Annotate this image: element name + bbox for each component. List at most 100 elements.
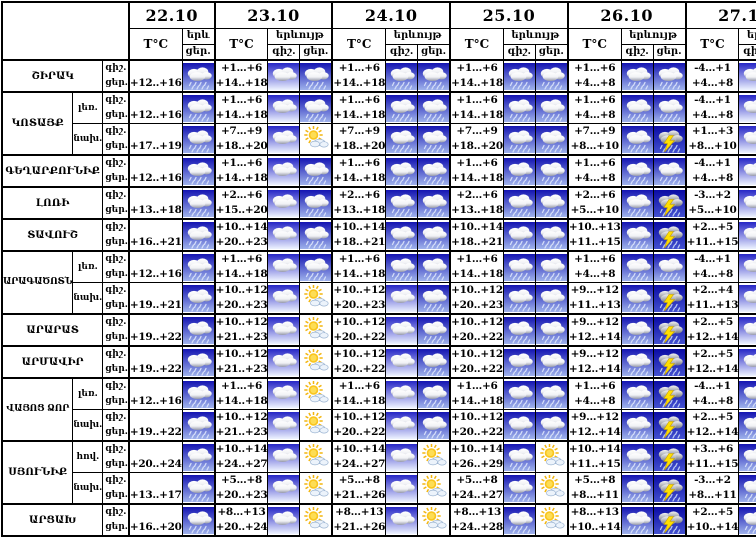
temp-cell: +1...+6+4...+8 (568, 155, 621, 187)
temp-value: +10..+12 (216, 348, 268, 360)
temp-unit-header: T°C (568, 28, 621, 60)
icon-cell (621, 187, 653, 219)
temp-cell: +19..+21 (129, 283, 182, 315)
subregion-label-cell: նախ. (73, 124, 103, 156)
phenomena-label: երևույթ (747, 30, 756, 41)
temp-cell: +2...+5+12..+14 (686, 410, 739, 442)
cloudy-icon (739, 317, 756, 344)
night-temp: +2...+5 (687, 347, 739, 362)
night-temp: +1...+6 (569, 61, 621, 76)
daynight-labels-cell: գիշ.ցեր. (103, 473, 129, 505)
day-temp: +21..+26 (333, 488, 385, 503)
phenomena-header: երևույթ (268, 28, 333, 44)
temp-value: +20..+23 (216, 236, 268, 248)
icon-cell (653, 60, 686, 92)
temp-value: +15..+20 (216, 204, 268, 216)
temp-cell: +1...+6+4...+8 (568, 60, 621, 92)
icon-cell (653, 346, 686, 378)
sun-cloud-icon (536, 507, 567, 534)
temp-value: +9...+12 (571, 316, 619, 328)
night-temp: +8...+13 (451, 505, 503, 520)
icon-cell (535, 124, 568, 156)
temp-value: +1...+6 (456, 157, 497, 169)
sun-cloud-icon (418, 444, 449, 471)
icon-cell (300, 504, 333, 536)
text: ցեր. (105, 173, 128, 183)
phenomena-header: երևույթ (621, 28, 686, 44)
temp-value: +5...+8 (339, 474, 380, 486)
temp-value: +1...+6 (339, 94, 380, 106)
rain-cloud-icon (739, 444, 756, 471)
temp-cell: +8...+13+10..+14 (568, 504, 621, 536)
night-temp: +10..+12 (333, 315, 385, 330)
icon-cell (386, 155, 418, 187)
rain-cloud-icon (536, 317, 567, 344)
region-name: ԱՐԱՐԱՏ (26, 325, 79, 336)
temp-cell: +17..+19 (129, 124, 182, 156)
temp-value: +18..+20 (216, 140, 268, 152)
temp-value: +8...+11 (688, 489, 736, 501)
phenomena-header: երևույթ (739, 28, 756, 44)
region-name: ԿՈՏԱՅՔ (12, 118, 64, 129)
text: ցեր. (105, 490, 128, 500)
rain-cloud-icon (418, 317, 449, 344)
rain-cloud-icon (504, 254, 535, 281)
night-temp: +10..+12 (451, 315, 503, 330)
day-temp: +14..+18 (216, 76, 268, 91)
region-name-cell: ԱՐՑԱԽ (2, 504, 103, 536)
rain-cloud-icon (504, 475, 535, 502)
icon-cell (418, 314, 451, 346)
day-header: ցեր. (300, 44, 333, 60)
text: գիշ. (105, 126, 126, 136)
day-row-label: ցեր. (103, 171, 128, 186)
night-row-label: գիշ. (103, 156, 128, 171)
temp-value: +10..+14 (333, 221, 385, 233)
region-name: ԱՐՄԱՎԻՐ (22, 357, 84, 368)
temp-value: +24..+27 (216, 458, 268, 470)
icon-cell (418, 504, 451, 536)
day-row-label: ցեր. (103, 457, 128, 472)
thunderstorm-icon (654, 285, 685, 312)
phenomena-label: երևույթ (394, 30, 442, 41)
icon-cell (386, 378, 418, 410)
temp-value: +2...+6 (456, 189, 497, 201)
day-temp: +8...+10 (687, 139, 739, 154)
rain-cloud-icon (536, 63, 567, 90)
temp-cell: +1...+6+14..+18 (450, 92, 503, 124)
rain-cloud-icon (622, 349, 653, 376)
daynight-labels-cell: գիշ.ցեր. (103, 124, 129, 156)
temp-cell: +7...+9+8...+10 (568, 124, 621, 156)
night-temp: +1...+6 (216, 93, 268, 108)
cloudy-icon (386, 444, 417, 471)
night-temp: -4...+1 (687, 93, 739, 108)
cloudy-icon (386, 349, 417, 376)
day-header: ցեր. (418, 44, 451, 60)
icon-cell (386, 219, 418, 251)
day-temp: +12..+16 (130, 394, 182, 409)
icon-cell (653, 410, 686, 442)
temp-value: +11..+13 (569, 299, 621, 311)
subregion-label-cell: նախ. (73, 283, 103, 315)
rain-cloud-icon (536, 222, 567, 249)
icon-cell (268, 251, 300, 283)
temp-value: +4...+8 (574, 268, 615, 280)
day-temp: +19..+22 (130, 425, 182, 440)
cloudy-icon (268, 317, 299, 344)
day-temp: +21..+23 (216, 330, 268, 345)
temp-cell: +12..+16 (129, 251, 182, 283)
temp-value: +14..+18 (333, 395, 385, 407)
night-label: գիշ. (272, 46, 295, 57)
night-temp: -4...+1 (687, 156, 739, 171)
sun-cloud-icon (300, 285, 331, 312)
temp-cell: +2...+5+10..+14 (686, 504, 739, 536)
day-temp: +21..+23 (216, 362, 268, 377)
icon-cell (535, 441, 568, 473)
temp-value: +10..+12 (333, 284, 385, 296)
temp-cell: +7...+9+18..+20 (332, 124, 385, 156)
text: գիշ. (105, 254, 126, 264)
thunderstorm-icon (654, 475, 685, 502)
night-temp: +1...+6 (333, 252, 385, 267)
